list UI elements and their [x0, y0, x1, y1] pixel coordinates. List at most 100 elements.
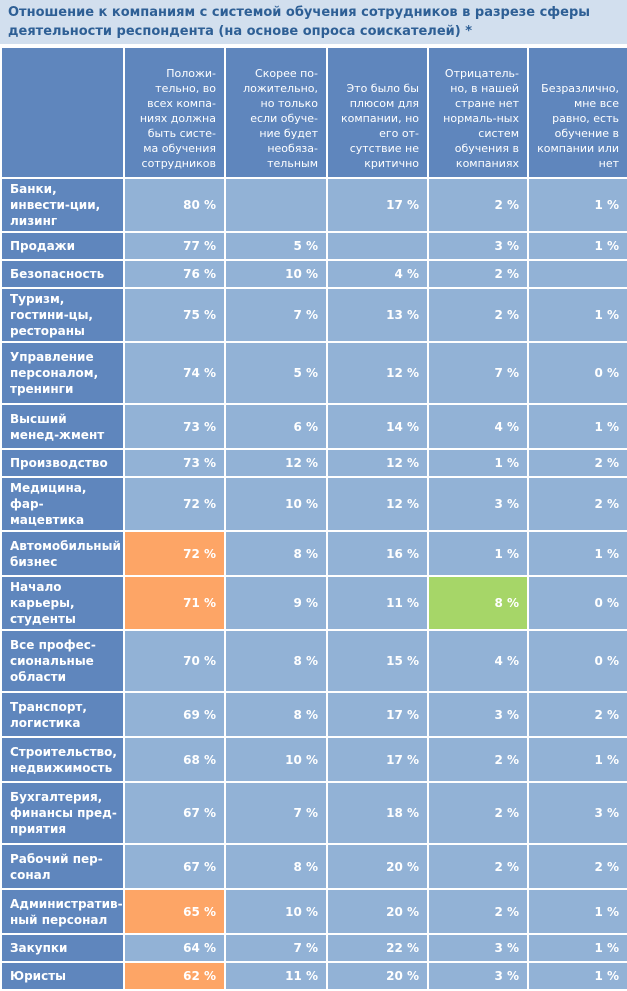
header-row: Положи-тельно, во всех компа-ниях должна…: [0, 46, 627, 179]
value-cell: 17 %: [326, 736, 429, 783]
value-cell: 8 %: [224, 629, 328, 693]
value-cell: 11 %: [326, 575, 429, 631]
value-cell: 75 %: [123, 287, 226, 343]
value-cell: 10 %: [224, 888, 328, 935]
value-cell: 69 %: [123, 691, 226, 738]
row-label: Административ-ный персонал: [0, 888, 125, 935]
value-cell: 5 %: [224, 341, 328, 405]
value-cell: 4 %: [427, 629, 529, 693]
value-cell: 2 %: [427, 287, 529, 343]
value-cell: 1 %: [527, 736, 627, 783]
value-cell: 2 %: [527, 843, 627, 890]
table-row: Начало карьеры, студенты 71 % 9 % 11 % 8 % 0 …: [0, 575, 627, 631]
value-cell: 0 %: [527, 341, 627, 405]
value-cell: 10 %: [224, 476, 328, 532]
value-cell: 1 %: [527, 933, 627, 963]
table-row: Безопасность 76 % 10 % 4 % 2 %: [0, 259, 627, 289]
value-cell: 17 %: [326, 691, 429, 738]
value-cell: 10 %: [224, 736, 328, 783]
table-row: Туризм, гостини-цы, рестораны 75 % 7 % 13 %…: [0, 287, 627, 343]
value-cell: 74 %: [123, 341, 226, 405]
row-label: Закупки: [0, 933, 125, 963]
value-cell: 2 %: [427, 843, 529, 890]
table-row: Строительство, недвижимость 68 % 10 % 17 % 2…: [0, 736, 627, 783]
survey-table: Положи-тельно, во всех компа-ниях должна…: [0, 46, 627, 991]
value-cell: 13 %: [326, 287, 429, 343]
table-row: Высший менед-жмент 73 % 6 % 14 % 4 % 1 %: [0, 403, 627, 450]
row-label: Бухгалтерия, финансы пред-приятия: [0, 781, 125, 845]
value-cell: 1 %: [427, 530, 529, 577]
value-cell: 8 %: [224, 691, 328, 738]
value-cell: 18 %: [326, 781, 429, 845]
value-cell: [224, 177, 328, 233]
value-cell: 4 %: [326, 259, 429, 289]
value-cell: 5 %: [224, 231, 328, 261]
row-label: Все профес-сиональные области: [0, 629, 125, 693]
table-row: Закупки 64 % 7 % 22 % 3 % 1 %: [0, 933, 627, 963]
row-label: Туризм, гостини-цы, рестораны: [0, 287, 125, 343]
value-cell: 67 %: [123, 843, 226, 890]
row-label: Автомобильный бизнес: [0, 530, 125, 577]
column-header: Безразлично, мне все равно, есть обучени…: [527, 46, 627, 179]
value-cell: 20 %: [326, 843, 429, 890]
value-cell: 7 %: [224, 933, 328, 963]
table-row: Транспорт, логистика 69 % 8 % 17 % 3 % 2 %: [0, 691, 627, 738]
row-label: Банки, инвести-ции, лизинг: [0, 177, 125, 233]
table-row: Рабочий пер-сонал 67 % 8 % 20 % 2 % 2 %: [0, 843, 627, 890]
value-cell: 14 %: [326, 403, 429, 450]
column-header: Положи-тельно, во всех компа-ниях должна…: [123, 46, 226, 179]
value-cell: 76 %: [123, 259, 226, 289]
value-cell: 77 %: [123, 231, 226, 261]
table-row: Все профес-сиональные области 70 % 8 % 15 %…: [0, 629, 627, 693]
value-cell: 3 %: [527, 781, 627, 845]
table-title: Отношение к компаниям с системой обучени…: [0, 0, 627, 46]
value-cell: 80 %: [123, 177, 226, 233]
value-cell: 15 %: [326, 629, 429, 693]
row-label: Рабочий пер-сонал: [0, 843, 125, 890]
value-cell: 2 %: [427, 781, 529, 845]
value-cell: 10 %: [224, 259, 328, 289]
value-cell: 22 %: [326, 933, 429, 963]
value-cell: 20 %: [326, 961, 429, 991]
table-row: Автомобильный бизнес 72 % 8 % 16 % 1 % 1 %: [0, 530, 627, 577]
value-cell: 72 %: [123, 530, 226, 577]
row-label: Управление персоналом, тренинги: [0, 341, 125, 405]
table-row: Административ-ный персонал 65 % 10 % 20 % 2 …: [0, 888, 627, 935]
value-cell: 73 %: [123, 448, 226, 478]
value-cell: 12 %: [224, 448, 328, 478]
value-cell: 1 %: [527, 888, 627, 935]
value-cell: 71 %: [123, 575, 226, 631]
header-corner: [0, 46, 125, 179]
row-label: Продажи: [0, 231, 125, 261]
table-row: Бухгалтерия, финансы пред-приятия 67 % 7 %…: [0, 781, 627, 845]
row-label: Производство: [0, 448, 125, 478]
value-cell: 11 %: [224, 961, 328, 991]
value-cell: 3 %: [427, 933, 529, 963]
row-label: Юристы: [0, 961, 125, 991]
value-cell: 2 %: [427, 177, 529, 233]
value-cell: 4 %: [427, 403, 529, 450]
table-row: Производство 73 % 12 % 12 % 1 % 2 %: [0, 448, 627, 478]
value-cell: 2 %: [427, 888, 529, 935]
value-cell: 3 %: [427, 231, 529, 261]
value-cell: 1 %: [427, 448, 529, 478]
value-cell: 73 %: [123, 403, 226, 450]
value-cell: 68 %: [123, 736, 226, 783]
value-cell: 12 %: [326, 341, 429, 405]
table-row: Продажи 77 % 5 % 3 % 1 %: [0, 231, 627, 261]
value-cell: 2 %: [527, 476, 627, 532]
value-cell: 16 %: [326, 530, 429, 577]
value-cell: 7 %: [427, 341, 529, 405]
value-cell: 12 %: [326, 476, 429, 532]
value-cell: 2 %: [527, 691, 627, 738]
value-cell: 7 %: [224, 287, 328, 343]
value-cell: 20 %: [326, 888, 429, 935]
row-label: Высший менед-жмент: [0, 403, 125, 450]
value-cell: 0 %: [527, 629, 627, 693]
value-cell: 1 %: [527, 403, 627, 450]
value-cell: 2 %: [427, 736, 529, 783]
row-label: Медицина, фар-мацевтика: [0, 476, 125, 532]
row-label: Строительство, недвижимость: [0, 736, 125, 783]
value-cell: 0 %: [527, 575, 627, 631]
value-cell: [326, 231, 429, 261]
